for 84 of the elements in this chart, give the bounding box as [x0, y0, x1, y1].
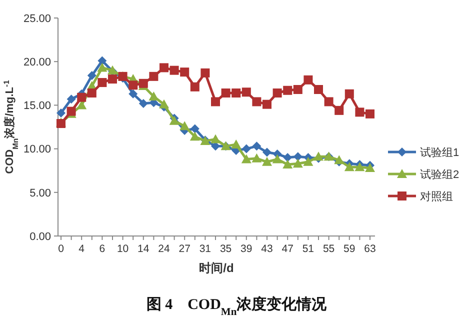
- point: [344, 162, 354, 172]
- x-tick-label: 27: [178, 243, 191, 255]
- x-tick-label: 6: [99, 243, 106, 255]
- point: [190, 132, 200, 141]
- point: [98, 78, 107, 88]
- x-tick-label: 51: [302, 243, 314, 255]
- point: [303, 156, 314, 166]
- point: [87, 71, 96, 80]
- point: [138, 78, 148, 88]
- point: [148, 91, 159, 100]
- point: [56, 108, 66, 118]
- x-tick-label: 39: [240, 243, 252, 255]
- x-tick-label: 0: [58, 243, 64, 255]
- x-tick-label: 10: [116, 243, 129, 255]
- point: [252, 97, 262, 106]
- x-tick-label: 47: [282, 243, 294, 255]
- x-tick-label: 43: [261, 243, 273, 255]
- x-tick-label: 59: [344, 243, 356, 255]
- legend-label: 试验组1: [420, 146, 460, 159]
- point: [149, 72, 158, 81]
- x-tick-label: 55: [322, 243, 335, 255]
- point: [354, 162, 365, 172]
- point: [344, 89, 354, 98]
- point: [159, 99, 169, 108]
- point: [242, 88, 251, 97]
- point: [232, 88, 241, 98]
- point: [293, 85, 302, 94]
- point: [200, 68, 210, 78]
- x-tick-label: 35: [220, 243, 232, 255]
- point: [128, 80, 138, 90]
- x-tick-label: 14: [138, 243, 150, 255]
- point: [334, 106, 344, 115]
- point: [128, 89, 138, 98]
- point: [87, 88, 96, 98]
- point: [242, 144, 251, 154]
- point: [262, 148, 272, 157]
- x-tick-label: 24: [158, 243, 170, 255]
- point: [241, 154, 252, 164]
- x-tick-label: 63: [364, 243, 376, 255]
- point: [77, 92, 86, 102]
- y-tick-label: 15.00: [23, 100, 51, 112]
- point: [190, 82, 200, 92]
- point: [98, 56, 107, 66]
- point: [304, 75, 313, 84]
- point: [108, 74, 117, 84]
- point: [252, 142, 262, 151]
- x-tick-label: 4: [78, 243, 85, 255]
- point: [272, 154, 282, 164]
- point: [170, 66, 179, 75]
- point: [283, 153, 292, 162]
- y-tick-label: 25.00: [23, 12, 51, 25]
- x-tick-label: 31: [199, 243, 212, 255]
- point: [292, 158, 303, 168]
- point: [324, 97, 334, 106]
- text: 图 4 COD$_{Mn}$浓度变化情况: [146, 295, 328, 318]
- legend-label: 试验组2: [420, 168, 460, 181]
- point: [366, 109, 374, 118]
- y-tick-label: 0.00: [30, 230, 51, 243]
- point: [231, 139, 242, 148]
- point: [252, 153, 262, 162]
- point: [180, 68, 190, 77]
- point: [76, 100, 87, 110]
- point: [210, 134, 220, 144]
- point: [221, 88, 230, 98]
- legend-label: 对照组: [420, 190, 453, 203]
- y-tick-label: 10.00: [23, 144, 51, 156]
- point: [283, 86, 292, 95]
- point: [262, 100, 272, 109]
- point: [314, 85, 323, 94]
- x-axis-title: 时间/d: [199, 261, 234, 275]
- point: [190, 124, 200, 134]
- point: [66, 94, 76, 104]
- point: [138, 98, 148, 108]
- point: [180, 121, 190, 130]
- point: [211, 97, 220, 106]
- point: [293, 152, 302, 162]
- point: [160, 63, 168, 72]
- y-tick-label: 20.00: [23, 56, 51, 68]
- point: [355, 108, 364, 117]
- point: [272, 88, 282, 98]
- point: [262, 156, 272, 166]
- y-tick-label: 5.00: [30, 187, 51, 200]
- point: [97, 62, 108, 72]
- point: [282, 159, 293, 168]
